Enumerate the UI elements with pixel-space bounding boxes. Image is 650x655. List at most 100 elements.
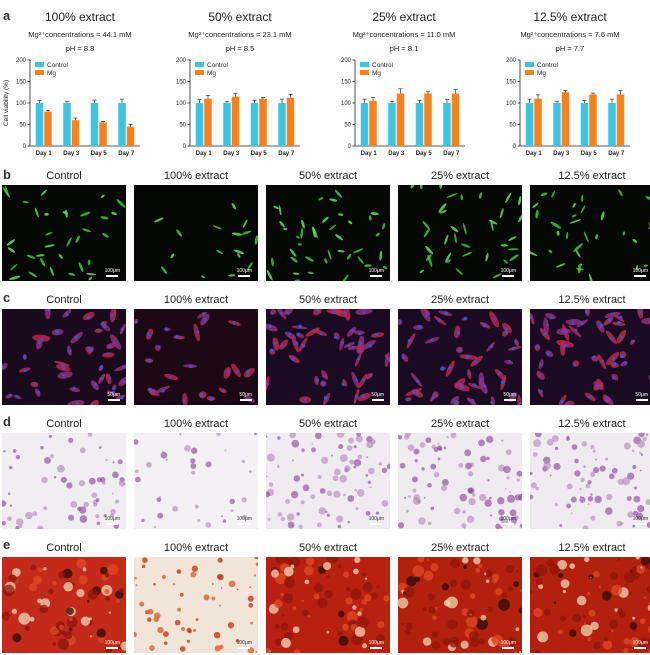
stain-mark — [582, 614, 587, 619]
stain-mark — [516, 478, 520, 482]
stain-mark — [369, 486, 372, 489]
scale-bar-label: 100μm — [368, 640, 384, 646]
stain-mark — [187, 629, 192, 634]
stain-mark — [442, 637, 451, 646]
stain-mark — [266, 647, 271, 653]
stain-mark — [632, 510, 639, 516]
cell-mark — [382, 223, 386, 230]
stain-mark — [307, 614, 311, 618]
y-tick-label: 0 — [348, 144, 352, 150]
bar-control — [35, 103, 44, 146]
stain-mark — [216, 574, 223, 580]
stain-mark — [501, 592, 508, 599]
cell-mark — [87, 259, 91, 266]
bar-mg — [44, 111, 52, 146]
stain-mark — [552, 435, 559, 442]
cell-mark — [460, 243, 471, 248]
stain-mark — [640, 566, 643, 569]
bar-mg — [589, 94, 597, 146]
nucleus-mark — [559, 399, 564, 404]
stain-mark — [487, 479, 490, 482]
stain-mark — [507, 494, 516, 503]
stain-mark — [301, 448, 305, 452]
stain-mark — [194, 504, 199, 509]
stain-mark — [408, 495, 412, 498]
scale-bar-label: 50μm — [107, 392, 120, 398]
row-b-label-control: Control — [46, 170, 82, 182]
stain-mark — [593, 641, 601, 650]
x-tick-label: Day 7 — [608, 151, 625, 157]
cell-mark — [505, 192, 512, 203]
micrograph-c-control: 50μm — [2, 309, 126, 405]
nucleus-mark — [91, 404, 95, 405]
stain-mark — [338, 610, 345, 618]
cell-mark — [419, 185, 423, 190]
stain-mark — [645, 499, 650, 506]
stain-mark — [422, 607, 427, 612]
stain-mark — [466, 615, 478, 628]
stain-mark — [430, 506, 435, 511]
row-d-label-control: Control — [46, 418, 82, 430]
stain-mark — [412, 565, 425, 577]
stain-mark — [554, 446, 559, 450]
stain-mark — [8, 574, 17, 583]
nucleus-mark — [75, 402, 79, 405]
stain-mark — [107, 564, 119, 575]
cell-mark — [296, 332, 305, 339]
nucleus-mark — [562, 345, 565, 349]
y-tick-label: 100 — [506, 101, 517, 107]
cell-mark — [80, 211, 91, 217]
stain-mark — [630, 570, 633, 573]
stain-mark — [558, 573, 564, 579]
stain-mark — [323, 561, 332, 571]
stain-mark — [386, 463, 390, 470]
cell-mark — [509, 254, 519, 262]
stain-mark — [172, 505, 179, 512]
nucleus-mark — [285, 310, 290, 315]
bar-control — [553, 103, 561, 146]
stain-mark — [507, 637, 518, 647]
stain-mark — [301, 473, 304, 477]
stain-mark — [366, 456, 369, 458]
cell-mark — [254, 235, 258, 245]
cell-mark — [270, 257, 274, 267]
stain-mark — [83, 501, 90, 508]
stain-mark — [505, 468, 509, 473]
stain-mark — [68, 439, 71, 442]
stain-mark — [362, 582, 373, 593]
cell-mark — [307, 271, 314, 275]
stain-mark — [413, 448, 420, 455]
stain-mark — [118, 479, 126, 487]
chart-subtitle-50: Mg²⁺concentrations = 23.1 mM — [188, 30, 292, 39]
nucleus-mark — [612, 376, 616, 380]
stain-mark — [638, 433, 645, 438]
stain-mark — [346, 445, 353, 452]
stain-mark — [9, 504, 13, 507]
stain-mark — [30, 564, 37, 571]
micrograph-d-50: 100μm — [266, 433, 390, 529]
stain-mark — [450, 433, 457, 439]
stain-mark — [635, 576, 640, 580]
nucleus-mark — [465, 355, 470, 359]
stain-mark — [498, 509, 505, 516]
cell-mark — [503, 259, 508, 264]
stain-mark — [64, 631, 73, 640]
nucleus-mark — [546, 323, 549, 327]
nucleus-mark — [472, 383, 476, 387]
stain-mark — [68, 627, 73, 632]
cell-mark — [571, 214, 577, 218]
row-d-label-25: 25% extract — [430, 418, 490, 430]
cell-mark — [444, 234, 449, 245]
stain-mark — [36, 525, 44, 529]
stain-mark — [345, 586, 351, 591]
stain-mark — [584, 557, 590, 563]
nucleus-mark — [34, 382, 37, 386]
stain-mark — [324, 589, 333, 599]
stain-mark — [489, 496, 492, 500]
stain-mark — [466, 515, 475, 523]
stain-mark — [141, 518, 145, 523]
nucleus-mark — [280, 311, 284, 315]
stain-mark — [268, 482, 274, 487]
stain-mark — [117, 459, 123, 465]
stain-mark — [422, 637, 432, 646]
